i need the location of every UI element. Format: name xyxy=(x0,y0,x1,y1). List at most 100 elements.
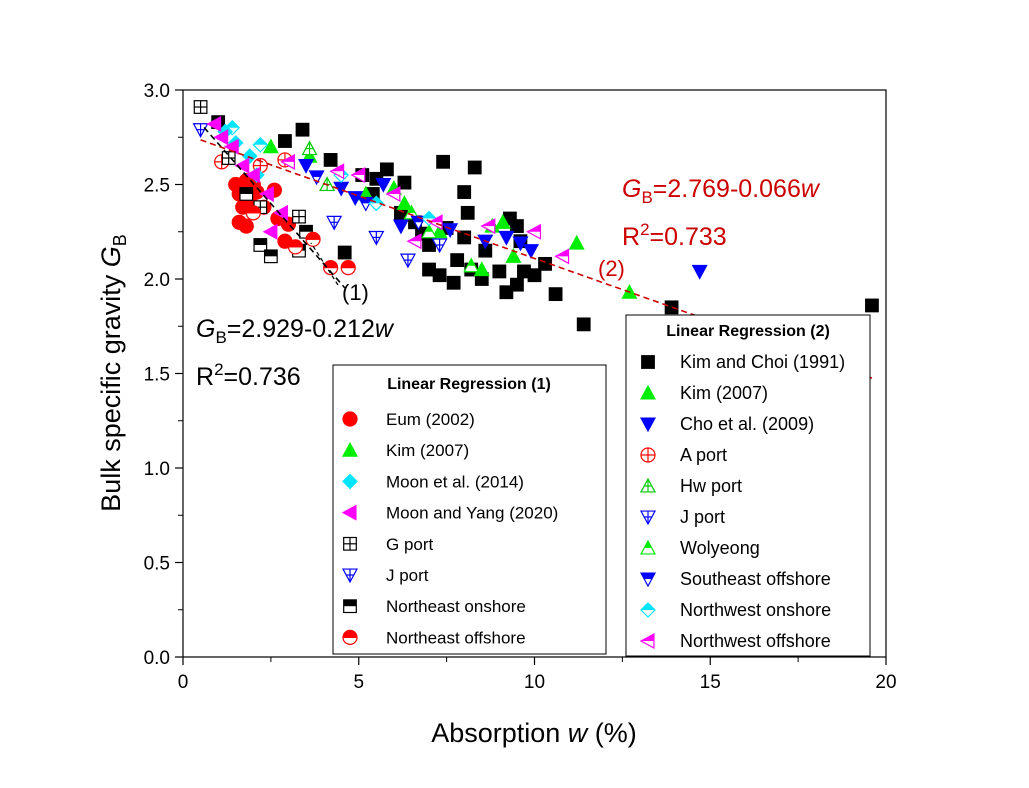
legend-1-title: Linear Regression (1) xyxy=(387,376,551,393)
data-point xyxy=(436,154,451,169)
data-point xyxy=(193,100,208,114)
axes: 0 5 10 15 20 0.0 0.5 1.0 1.5 2.0 2.5 3.0 xyxy=(144,81,897,693)
data-point xyxy=(498,230,515,246)
regression-1-eq-var: G xyxy=(196,315,215,343)
regression-2-r2-sup: 2 xyxy=(640,220,649,239)
data-point xyxy=(375,177,392,193)
legend-entry-southeast-offshore: Southeast offshore xyxy=(639,569,831,589)
data-point xyxy=(397,175,412,190)
x-tick-label: 5 xyxy=(353,672,364,693)
y-axis-label-var: G xyxy=(96,246,126,267)
data-point xyxy=(262,138,279,154)
legend-marker xyxy=(639,477,657,493)
legend-entry-j-port: J port xyxy=(639,507,725,527)
legend-marker xyxy=(640,447,656,463)
legend-marker xyxy=(342,473,358,490)
data-point xyxy=(245,205,261,221)
regression-2-r2-val: =0.733 xyxy=(650,223,727,251)
data-point xyxy=(379,162,394,177)
data-point xyxy=(287,239,304,255)
legend-label: Wolyeong xyxy=(680,538,760,558)
data-point xyxy=(308,170,325,186)
legend-label: Kim and Choi (1991) xyxy=(680,352,845,372)
series-northeast-offshore xyxy=(245,205,356,276)
data-point xyxy=(357,196,374,212)
data-point xyxy=(865,298,879,313)
regression-1-eq-sub: B xyxy=(215,328,226,347)
legend-marker xyxy=(343,599,357,614)
data-point xyxy=(691,264,708,280)
legend-entry-g-port: G port xyxy=(343,535,434,554)
y-axis-label-sub: B xyxy=(110,234,130,246)
data-point xyxy=(406,233,422,250)
x-axis-label: Absorption w (%) xyxy=(431,718,637,748)
data-point xyxy=(463,257,480,273)
legend-marker xyxy=(342,629,358,646)
legend-1-box xyxy=(332,364,607,655)
regression-1-equation: GB=2.929-0.212w xyxy=(196,315,395,347)
regression-2-eq-sub: B xyxy=(641,188,652,207)
data-point xyxy=(238,218,254,234)
data-point xyxy=(427,214,443,231)
legend-marker xyxy=(639,417,657,433)
data-point xyxy=(368,230,385,246)
legend-marker xyxy=(341,568,359,584)
data-point xyxy=(278,134,292,148)
data-point xyxy=(576,317,591,332)
data-point xyxy=(323,153,338,167)
data-point xyxy=(340,260,356,276)
legend-label: Kim (2007) xyxy=(386,441,469,460)
data-point xyxy=(492,264,507,279)
data-point xyxy=(262,223,278,240)
regression-2-eq-body: =2.769-0.066 xyxy=(653,175,801,203)
legend-marker xyxy=(341,504,357,521)
series-northwest-offshore xyxy=(280,153,570,265)
legend-marker xyxy=(341,441,359,457)
legend-entry-northeast-onshore: Northeast onshore xyxy=(343,597,526,616)
data-point xyxy=(399,253,416,269)
series-northeast-onshore xyxy=(239,187,313,264)
regression-2-eq-w: w xyxy=(801,175,821,203)
data-point xyxy=(305,231,321,247)
legend-entry-hw-port: Hw port xyxy=(639,476,742,496)
data-point xyxy=(554,248,570,265)
regression-1-r2: R2=0.736 xyxy=(196,360,301,391)
y-tick-label: 1.0 xyxy=(144,459,170,480)
legend-entry-northwest-onshore: Northwest onshore xyxy=(640,600,831,620)
legend-entry-northwest-offshore: Northwest offshore xyxy=(639,631,831,651)
data-point xyxy=(522,244,539,259)
regression-1-leader xyxy=(310,242,339,286)
y-axis-label-text: Bulk specific gravity xyxy=(96,267,126,512)
legend-label: Northeast offshore xyxy=(386,628,526,647)
legend-1: Linear Regression (1) Eum (2002) Kim (200… xyxy=(332,364,607,655)
data-point xyxy=(568,234,585,250)
legend-entry-j-port: J port xyxy=(341,566,429,585)
legend-label: Cho et al. (2009) xyxy=(680,414,814,434)
series-j-port xyxy=(192,123,448,269)
legend-marker xyxy=(639,384,657,400)
legend-entry-cho-et-al-2009: Cho et al. (2009) xyxy=(639,414,814,434)
data-point xyxy=(450,253,465,268)
legend-marker xyxy=(641,355,655,369)
legend-entry-moon-and-yang-2020: Moon and Yang (2020) xyxy=(341,504,558,523)
data-point xyxy=(512,236,529,252)
legend-entry-kim-2007: Kim (2007) xyxy=(639,383,768,403)
data-point xyxy=(457,230,472,245)
data-point xyxy=(403,204,420,220)
y-tick-label: 0.5 xyxy=(144,554,170,575)
y-tick-label: 0.0 xyxy=(144,648,170,669)
x-axis-label-unit: (%) xyxy=(587,718,637,748)
legend-label: Hw port xyxy=(680,476,742,496)
x-tick-label: 15 xyxy=(700,672,721,693)
data-point xyxy=(432,268,447,283)
legend-label: J port xyxy=(680,507,725,527)
data-point xyxy=(431,238,448,254)
data-point xyxy=(259,185,274,202)
legend-marker xyxy=(639,572,657,588)
data-point xyxy=(192,123,209,138)
legend-label: Northeast onshore xyxy=(386,597,526,616)
y-tick-label: 2.5 xyxy=(144,176,170,197)
data-point xyxy=(431,223,448,239)
legend-entry-kim-and-choi-1991: Kim and Choi (1991) xyxy=(641,352,845,372)
data-point xyxy=(295,122,310,137)
